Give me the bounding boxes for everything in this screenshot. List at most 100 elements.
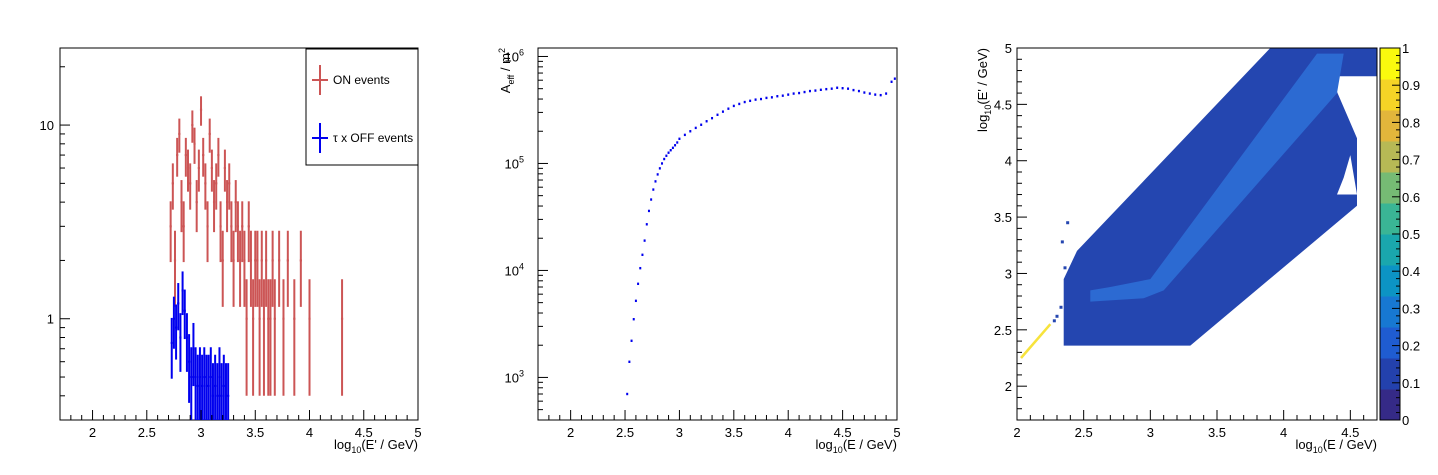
x-tick-label: 2 (89, 425, 96, 440)
effective-area-plot: 2 2.5 3 3.5 4 4.5 5 103 104 105 106 log10(E / GeV… (497, 47, 901, 455)
effective-area-point (814, 89, 817, 92)
effective-area-point (863, 91, 866, 94)
effective-area-point (776, 95, 779, 98)
effective-area-point (663, 157, 666, 161)
plot1-x-axis-title: log10(E' / GeV) (334, 437, 418, 455)
x-tick-label: 3 (197, 425, 204, 440)
colorbar-segment (1380, 172, 1400, 204)
y-tick-label: 3 (1005, 266, 1012, 281)
x-tick-label: 4 (785, 425, 792, 440)
effective-area-point (770, 96, 773, 99)
effective-area-point (700, 123, 703, 126)
band-edge-notch (1337, 155, 1357, 195)
effective-area-point (760, 97, 763, 101)
colorbar-segment (1380, 389, 1400, 421)
y-tick-label: 2 (1005, 379, 1012, 394)
effective-area-point (683, 133, 686, 137)
heatmap-cell (1055, 314, 1059, 318)
effective-area-point (674, 144, 677, 147)
colorbar-tick-label: 0 (1402, 413, 1409, 428)
y-tick-label: 10 (40, 118, 54, 133)
heatmap-cell (1059, 305, 1063, 309)
colorbar-segment (1380, 203, 1400, 235)
effective-area-point (857, 89, 860, 93)
colorbar-tick-label: 0.2 (1402, 339, 1420, 354)
effective-area-point (792, 92, 795, 95)
effective-area-point (879, 93, 882, 97)
effective-area-point (654, 180, 657, 183)
effective-area-point (749, 99, 752, 103)
plot3-y-axis-title: log10(E' / GeV) (975, 48, 993, 132)
effective-area-point (830, 87, 833, 90)
effective-area-point (868, 92, 871, 95)
colorbar-segment (1380, 110, 1400, 142)
effective-area-point (678, 137, 681, 141)
on-off-events-histogram: 2 2.5 3 3.5 4 4.5 5 1 10 log10(E' / GeV) ON eve… (40, 47, 422, 455)
y-tick-label: 106 (505, 47, 524, 64)
effective-area-point (874, 93, 877, 96)
plot2-x-axis: 2 2.5 3 3.5 4 4.5 5 (537, 410, 901, 440)
colorbar-tick-label: 0.1 (1402, 376, 1420, 391)
x-tick-label: 4.5 (355, 425, 373, 440)
x-tick-label: 3.5 (246, 425, 264, 440)
effective-area-point (738, 102, 741, 106)
plot3-y-axis: 2 2.5 3 3.5 4 4.5 5 (994, 41, 1027, 421)
plot3-x-axis: 2 2.5 3 3.5 4 4.5 (1013, 410, 1378, 440)
x-tick-label: 2.5 (1075, 425, 1093, 440)
migration-matrix-heatmap: 2 2.5 3 3.5 4 4.5 2 2.5 3 3.5 4 4.5 5 log10(E / GeV… (975, 41, 1420, 455)
effective-area-point (669, 149, 672, 152)
effective-area-point (841, 87, 844, 90)
colorbar-segment (1380, 327, 1400, 359)
y-tick-label: 4.5 (994, 97, 1012, 112)
colorbar-segment (1380, 296, 1400, 328)
effective-area-point (661, 162, 664, 165)
x-tick-label: 4.5 (1341, 425, 1359, 440)
x-tick-label: 3.5 (1208, 425, 1226, 440)
plot3-heatmap-cells (1020, 48, 1377, 359)
effective-area-point (647, 209, 650, 213)
y-tick-label: 104 (505, 261, 524, 278)
x-tick-label: 2 (567, 425, 574, 440)
effective-area-point (890, 80, 893, 83)
effective-area-point (836, 86, 839, 89)
plot1-marks (169, 96, 344, 420)
plot1-legend: ON events τ x OFF events (305, 48, 419, 166)
legend-off-label: τ x OFF events (333, 131, 413, 145)
effective-area-point (632, 318, 635, 321)
plot1-y-axis: 1 10 (40, 66, 70, 421)
x-tick-label: 4.5 (834, 425, 852, 440)
colorbar-segment (1380, 79, 1400, 111)
effective-area-point (626, 392, 629, 396)
colorbar-segment (1380, 234, 1400, 266)
colorbar-tick-label: 0.6 (1402, 190, 1420, 205)
effective-area-point (711, 116, 714, 120)
plot1-frame (59, 47, 419, 421)
effective-area-point (754, 98, 757, 101)
effective-area-point (639, 266, 642, 270)
effective-area-point (721, 110, 724, 113)
plot2-y-axis-title: Aeff / m2 (497, 48, 516, 93)
effective-area-point (676, 141, 679, 144)
plot2-frame (537, 47, 898, 421)
effective-area-point (637, 282, 640, 286)
x-tick-label: 3.5 (725, 425, 743, 440)
effective-area-point (885, 92, 888, 95)
colorbar: 0 0.1 0.2 0.3 0.4 0.5 0.6 0.7 0.8 0.9 1 (1379, 41, 1420, 428)
colorbar-segment (1380, 265, 1400, 297)
effective-area-point (808, 89, 811, 93)
y-tick-label: 4 (1005, 154, 1012, 169)
effective-area-point (652, 188, 655, 191)
effective-area-point (641, 253, 644, 257)
y-tick-label: 3.5 (994, 210, 1012, 225)
heatmap-cell (1066, 221, 1070, 225)
effective-area-point (689, 130, 692, 133)
y-tick-label: 5 (1005, 41, 1012, 56)
effective-area-point (825, 87, 828, 91)
x-tick-label: 2.5 (616, 425, 634, 440)
effective-area-point (732, 104, 735, 108)
x-tick-label: 4 (306, 425, 313, 440)
colorbar-segment (1380, 141, 1400, 173)
effective-area-point (798, 91, 801, 95)
effective-area-point (852, 88, 855, 92)
